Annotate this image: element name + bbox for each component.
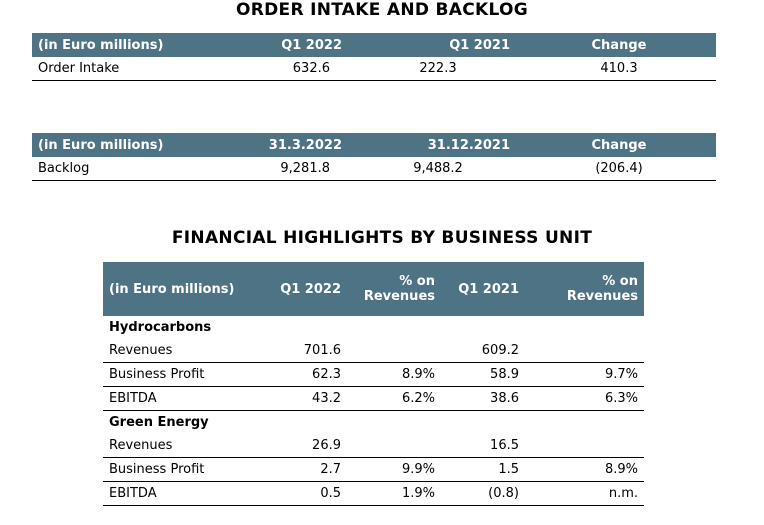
table-row: EBITDA 0.5 1.9% (0.8) n.m.	[103, 481, 644, 506]
order-intake-table: (in Euro millions) Q1 2022 Q1 2021 Chang…	[32, 33, 716, 81]
cell-value: 26.9	[265, 434, 347, 458]
table-row: Business Profit 62.3 8.9% 58.9 9.7%	[103, 362, 644, 387]
cell-pct	[347, 339, 441, 363]
header-change: Change	[522, 133, 716, 157]
value-q1-2022: 632.6	[234, 57, 354, 81]
cell-value: 43.2	[265, 386, 347, 411]
cell-value: 16.5	[441, 434, 525, 458]
header-q1-2021: Q1 2021	[354, 33, 522, 57]
cell-value: 38.6	[441, 386, 525, 411]
cell-value: 0.5	[265, 481, 347, 506]
row-label: EBITDA	[103, 386, 265, 411]
section-hydrocarbons: Hydrocarbons	[109, 320, 212, 335]
table-row: EBITDA 43.2 6.2% 38.6 6.3%	[103, 386, 644, 411]
financial-highlights-title: FINANCIAL HIGHLIGHTS BY BUSINESS UNIT	[171, 228, 593, 248]
value-change: (206.4)	[522, 157, 716, 181]
cell-pct: 1.9%	[347, 481, 441, 506]
header-pct-revenues-2022: % on Revenues	[347, 262, 441, 316]
header-unit: (in Euro millions)	[32, 133, 234, 157]
row-label: Revenues	[103, 434, 265, 458]
header-q1-2022: Q1 2022	[265, 262, 347, 316]
cell-value: (0.8)	[441, 481, 525, 506]
cell-value: 62.3	[265, 362, 347, 387]
backlog-table: (in Euro millions) 31.3.2022 31.12.2021 …	[32, 133, 716, 181]
cell-value: 609.2	[441, 339, 525, 363]
header-unit: (in Euro millions)	[103, 262, 265, 316]
row-label: EBITDA	[103, 481, 265, 506]
header-date-2: 31.12.2021	[354, 133, 522, 157]
table-row: Revenues 701.6 609.2	[103, 339, 644, 363]
table-row: Order Intake 632.6 222.3 410.3	[32, 57, 716, 81]
cell-pct: 9.9%	[347, 457, 441, 482]
table-header-row: (in Euro millions) 31.3.2022 31.12.2021 …	[32, 133, 716, 157]
financial-highlights-table: (in Euro millions) Q1 2022 % on Revenues…	[103, 262, 644, 506]
cell-value: 1.5	[441, 457, 525, 482]
header-change: Change	[522, 33, 716, 57]
row-label: Business Profit	[103, 362, 265, 387]
cell-value: 2.7	[265, 457, 347, 482]
value-date-2: 9,488.2	[354, 157, 522, 181]
value-change: 410.3	[522, 57, 716, 81]
header-pct-revenues-2021: % on Revenues	[525, 262, 644, 316]
row-label: Backlog	[32, 157, 234, 181]
value-q1-2021: 222.3	[354, 57, 522, 81]
table-header-row: (in Euro millions) Q1 2022 % on Revenues…	[103, 262, 644, 316]
cell-pct	[525, 434, 644, 458]
cell-pct	[525, 339, 644, 363]
cell-pct: 8.9%	[525, 457, 644, 482]
order-intake-title: ORDER INTAKE AND BACKLOG	[236, 0, 528, 20]
table-row: Revenues 26.9 16.5	[103, 434, 644, 458]
row-label: Revenues	[103, 339, 265, 363]
section-row: Green Energy	[103, 411, 644, 435]
cell-pct: 8.9%	[347, 362, 441, 387]
row-label: Business Profit	[103, 457, 265, 482]
table-row: Backlog 9,281.8 9,488.2 (206.4)	[32, 157, 716, 181]
header-date-1: 31.3.2022	[234, 133, 354, 157]
row-label: Order Intake	[32, 57, 234, 81]
cell-value: 58.9	[441, 362, 525, 387]
table-row: Business Profit 2.7 9.9% 1.5 8.9%	[103, 457, 644, 482]
cell-pct	[347, 434, 441, 458]
value-date-1: 9,281.8	[234, 157, 354, 181]
section-row: Hydrocarbons	[103, 316, 644, 339]
header-q1-2022: Q1 2022	[234, 33, 354, 57]
cell-pct: 9.7%	[525, 362, 644, 387]
cell-pct: 6.3%	[525, 386, 644, 411]
header-q1-2021: Q1 2021	[441, 262, 525, 316]
header-unit: (in Euro millions)	[32, 33, 234, 57]
section-green-energy: Green Energy	[109, 415, 209, 430]
cell-value: 701.6	[265, 339, 347, 363]
cell-pct: 6.2%	[347, 386, 441, 411]
cell-pct: n.m.	[525, 481, 644, 506]
table-header-row: (in Euro millions) Q1 2022 Q1 2021 Chang…	[32, 33, 716, 57]
